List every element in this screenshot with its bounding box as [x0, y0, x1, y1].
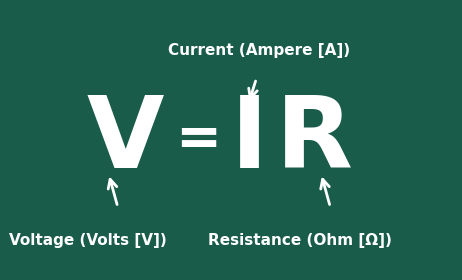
Text: Voltage (Volts [V]): Voltage (Volts [V]) — [9, 233, 167, 248]
Text: I: I — [231, 92, 268, 188]
Text: =: = — [176, 113, 222, 167]
Text: V: V — [86, 92, 164, 188]
Text: Resistance (Ohm [Ω]): Resistance (Ohm [Ω]) — [208, 233, 392, 248]
Text: R: R — [276, 92, 353, 188]
Text: Current (Ampere [A]): Current (Ampere [A]) — [168, 43, 350, 58]
